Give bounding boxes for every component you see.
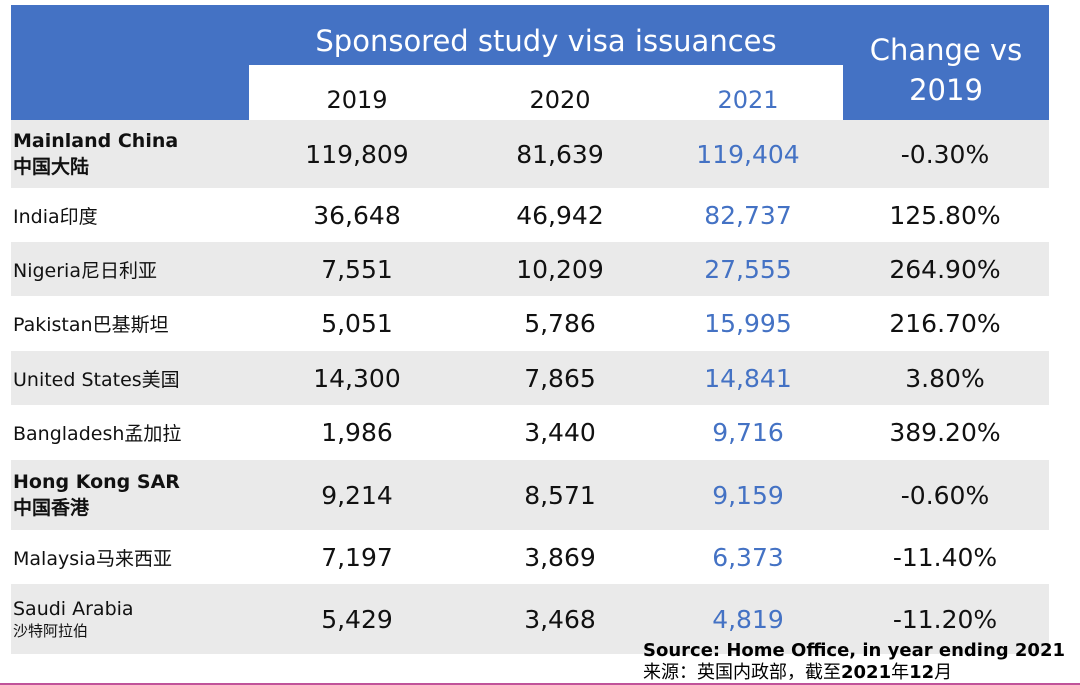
value-cell-change: 125.80%: [889, 200, 1001, 230]
value-cell-v2019: 7,197: [321, 542, 393, 572]
value-cell-v2020: 81,639: [516, 139, 604, 169]
value-cell-v2021: 27,555: [704, 254, 792, 284]
table-row: Hong Kong SAR 中国香港 9,214 8,571 9,159 -0.60%: [11, 460, 1049, 530]
value-cell-v2020: 8,571: [524, 480, 596, 510]
value-cell-v2019: 36,648: [313, 200, 401, 230]
column-header-2020: 2020: [529, 86, 591, 114]
value-cell-v2019: 5,051: [321, 309, 393, 338]
country-name-en: Hong Kong SAR: [13, 470, 180, 493]
table-row: Malaysia马来西亚 7,197 3,869 6,373 -11.40%: [11, 530, 1049, 584]
country-name-line: United States美国: [13, 365, 180, 392]
source-line-zh: 来源：英国内政部，截至2021年12月: [643, 662, 1063, 684]
table-row: India印度 36,648 46,942 82,737 125.80%: [11, 188, 1049, 242]
country-name-zh: 孟加拉: [124, 423, 182, 445]
value-cell-v2019: 7,551: [321, 254, 393, 284]
country-cell: Nigeria尼日利亚: [13, 242, 157, 296]
country-name-zh: 巴基斯坦: [92, 314, 169, 336]
country-name-line: Pakistan巴基斯坦: [13, 310, 169, 337]
country-name-line: Nigeria尼日利亚: [13, 256, 157, 283]
value-cell-v2019: 119,809: [305, 139, 409, 169]
country-name-zh: 马来西亚: [96, 547, 173, 570]
country-name-zh: 中国大陆: [13, 155, 90, 178]
source-zh-mid: 年: [891, 662, 910, 683]
value-cell-v2020: 3,468: [524, 604, 596, 634]
country-cell: Bangladesh孟加拉: [13, 405, 181, 460]
bottom-divider: [0, 683, 1080, 685]
source-note: Source: Home Office, in year ending 2021…: [643, 640, 1066, 684]
change-title-line2: 2019: [909, 73, 983, 107]
source-zh-prefix: 来源：英国内政部，截至: [643, 662, 841, 683]
value-cell-v2019: 9,214: [321, 480, 393, 510]
value-cell-v2021: 82,737: [704, 200, 792, 230]
country-name-line: Bangladesh孟加拉: [13, 419, 181, 446]
value-cell-v2020: 10,209: [516, 254, 604, 284]
source-zh-year: 2021: [841, 662, 892, 683]
value-cell-change: -11.40%: [892, 542, 998, 572]
group-title: Sponsored study visa issuances: [315, 24, 777, 58]
table-row: Bangladesh孟加拉 1,986 3,440 9,716 389.20%: [11, 405, 1049, 460]
value-cell-v2021: 4,819: [712, 604, 784, 634]
value-cell-v2019: 5,429: [321, 604, 393, 634]
column-header-2019: 2019: [326, 86, 388, 114]
column-header-2021: 2021: [717, 86, 779, 114]
country-name-zh: 美国: [141, 368, 180, 391]
value-cell-v2021: 9,716: [712, 418, 784, 447]
value-cell-v2021: 15,995: [704, 309, 792, 338]
country-name-zh: 中国香港: [13, 496, 90, 519]
value-cell-change: -11.20%: [892, 604, 998, 634]
value-cell-v2021: 14,841: [704, 363, 792, 393]
country-name-line: India印度: [13, 202, 98, 229]
header-left-block: [11, 65, 249, 120]
value-cell-v2020: 5,786: [524, 309, 596, 338]
source-zh-suffix: 月: [934, 662, 953, 683]
value-cell-change: -0.60%: [900, 480, 990, 510]
source-zh-month: 12: [909, 662, 935, 683]
country-name-en: Mainland China: [13, 129, 179, 152]
country-cell: Hong Kong SAR 中国香港: [13, 460, 180, 530]
country-name-en: Bangladesh: [13, 423, 125, 445]
change-title-line1: Change vs: [869, 33, 1023, 67]
value-cell-v2020: 46,942: [516, 200, 604, 230]
header-banner: [11, 5, 1049, 65]
value-cell-v2021: 119,404: [696, 139, 800, 169]
country-name-zh: 沙特阿拉伯: [13, 621, 89, 640]
value-cell-v2020: 3,869: [524, 542, 596, 572]
value-cell-v2020: 7,865: [524, 363, 596, 393]
country-name-en: Malaysia: [13, 547, 97, 570]
country-name-en: Nigeria: [13, 259, 81, 282]
value-cell-change: 216.70%: [889, 309, 1001, 338]
table-row: Nigeria尼日利亚 7,551 10,209 27,555 264.90%: [11, 242, 1049, 296]
value-cell-v2021: 9,159: [712, 480, 784, 510]
value-cell-v2019: 14,300: [313, 363, 401, 393]
change-title: Change vs 2019: [843, 30, 1049, 110]
country-name-en: India: [13, 205, 60, 228]
source-line-en: Source: Home Office, in year ending 2021: [643, 640, 1066, 661]
value-cell-v2019: 1,986: [321, 418, 393, 447]
value-cell-v2021: 6,373: [712, 542, 784, 572]
country-name-line: Malaysia马来西亚: [13, 544, 172, 571]
country-name-en: Saudi Arabia: [13, 597, 134, 620]
country-cell: Mainland China 中国大陆: [13, 120, 178, 188]
table-row: Saudi Arabia 沙特阿拉伯 5,429 3,468 4,819 -11.20%: [11, 584, 1049, 654]
country-cell: Pakistan巴基斯坦: [13, 296, 169, 351]
table-row: United States美国 14,300 7,865 14,841 3.80%: [11, 351, 1049, 405]
country-name-zh: 尼日利亚: [80, 259, 157, 282]
value-cell-change: 264.90%: [889, 254, 1001, 284]
country-cell: Malaysia马来西亚: [13, 530, 172, 584]
country-cell: United States美国: [13, 351, 180, 405]
value-cell-change: 389.20%: [889, 418, 1001, 447]
country-cell: Saudi Arabia 沙特阿拉伯: [13, 584, 134, 654]
table-row: Pakistan巴基斯坦 5,051 5,786 15,995 216.70%: [11, 296, 1049, 351]
value-cell-v2020: 3,440: [524, 418, 596, 447]
country-cell: India印度: [13, 188, 98, 242]
country-name-en: United States: [13, 368, 142, 391]
value-cell-change: 3.80%: [905, 363, 985, 393]
table-row: Mainland China 中国大陆 119,809 81,639 119,404 -0…: [11, 120, 1049, 188]
header-change-block: [843, 65, 1049, 120]
country-name-en: Pakistan: [13, 314, 93, 336]
value-cell-change: -0.30%: [900, 139, 990, 169]
country-name-zh: 印度: [59, 205, 98, 228]
